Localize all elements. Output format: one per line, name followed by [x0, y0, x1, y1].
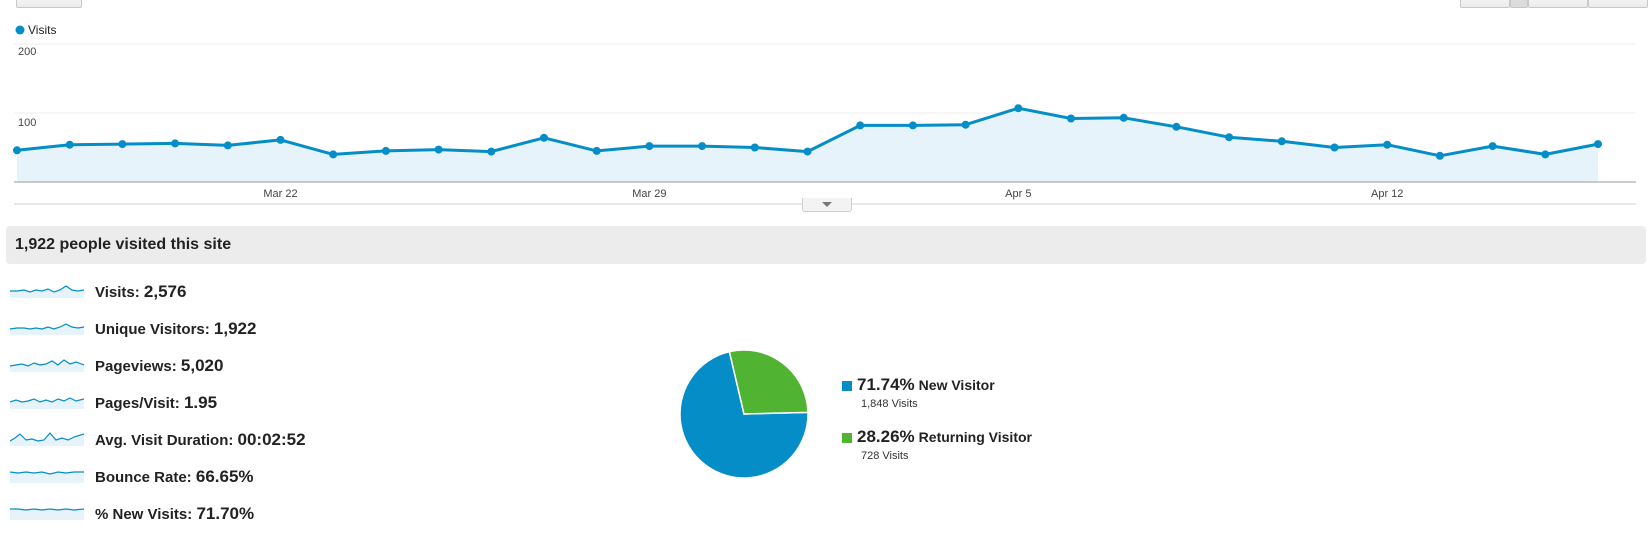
- metric-bounce-rate-text: Bounce Rate: 66.65%: [95, 467, 254, 487]
- metric-value: 00:02:52: [237, 430, 306, 449]
- metric-label: Unique Visitors:: [95, 321, 214, 338]
- metric-pageviews-text: Pageviews: 5,020: [95, 356, 223, 376]
- summary-title: 1,922 people visited this site: [15, 236, 232, 253]
- data-point[interactable]: [803, 147, 812, 156]
- x-tick-label: Mar 29: [632, 188, 666, 200]
- data-point[interactable]: [645, 142, 654, 151]
- top-left-button[interactable]: [16, 0, 82, 8]
- legend-swatch: [842, 433, 852, 443]
- data-point[interactable]: [329, 150, 338, 159]
- data-point[interactable]: [381, 146, 390, 155]
- data-point[interactable]: [1119, 113, 1128, 122]
- data-point[interactable]: [592, 146, 601, 155]
- legend-pct: 28.26% Returning Visitor: [857, 427, 1032, 447]
- data-point[interactable]: [1435, 151, 1444, 160]
- x-tick-label: Apr 12: [1371, 188, 1403, 200]
- metric-value: 66.65%: [195, 467, 254, 486]
- sparkline-icon: [10, 359, 84, 372]
- visitor-type-pie-chart: [679, 349, 809, 479]
- metric-value: 2,576: [143, 282, 187, 301]
- data-point[interactable]: [908, 121, 917, 130]
- data-point[interactable]: [13, 146, 21, 155]
- metric-label: Visits:: [95, 284, 144, 301]
- data-point[interactable]: [1383, 140, 1392, 149]
- data-point[interactable]: [1488, 142, 1497, 151]
- sparkline-icon: [10, 508, 84, 520]
- metric-value: 5,020: [180, 356, 224, 375]
- metric-avg-visit-duration[interactable]: Avg. Visit Duration: 00:02:52: [10, 425, 430, 455]
- data-point[interactable]: [171, 139, 180, 148]
- legend-swatch: [842, 381, 852, 391]
- metric-label: Pages/Visit:: [95, 395, 184, 412]
- legend-pct-value: 71.74%: [857, 375, 915, 394]
- metric-bounce-rate[interactable]: Bounce Rate: 66.65%: [10, 462, 430, 492]
- legend-visits-count: 728 Visits: [861, 450, 909, 462]
- metric-label: % New Visits:: [95, 506, 197, 523]
- data-point[interactable]: [961, 120, 970, 129]
- visits-line-chart: Visits 200 100 Mar 22 Mar 29 Apr 5 Apr 12: [13, 23, 1636, 205]
- view-button-2[interactable]: [1510, 0, 1528, 8]
- view-button-4[interactable]: [1588, 0, 1648, 8]
- legend-pct: 71.74% New Visitor: [857, 375, 995, 395]
- legend-name: Returning Visitor: [918, 429, 1032, 445]
- sparkline-icon: [10, 471, 84, 483]
- sparkline-icon: [10, 397, 84, 409]
- data-point[interactable]: [1172, 122, 1181, 131]
- legend-visits-marker: [15, 25, 25, 35]
- metric-label: Avg. Visit Duration:: [95, 432, 238, 449]
- data-point[interactable]: [65, 140, 74, 149]
- data-point[interactable]: [1067, 114, 1075, 123]
- data-point[interactable]: [434, 145, 443, 154]
- view-button-3[interactable]: [1528, 0, 1588, 8]
- metric-new-visits-text: % New Visits: 71.70%: [95, 504, 254, 524]
- visits-area: [17, 108, 1598, 182]
- legend-pct-value: 28.26%: [857, 427, 915, 446]
- metric-visits[interactable]: Visits: 2,576: [10, 277, 430, 307]
- sparkline-icon: [10, 323, 84, 335]
- data-point[interactable]: [487, 147, 496, 156]
- pie-slice-returning-visitor[interactable]: [728, 349, 809, 415]
- chevron-down-icon: [822, 202, 832, 207]
- chart-expand-handle[interactable]: [802, 198, 852, 212]
- metric-value: 71.70%: [196, 504, 255, 523]
- data-point[interactable]: [1594, 140, 1602, 149]
- data-point[interactable]: [750, 143, 759, 152]
- legend-name: New Visitor: [918, 377, 995, 393]
- metric-visits-text: Visits: 2,576: [95, 282, 186, 302]
- y-tick-label: 200: [18, 46, 36, 58]
- metric-label: Bounce Rate:: [95, 469, 196, 486]
- metric-new-visits[interactable]: % New Visits: 71.70%: [10, 499, 430, 529]
- data-point[interactable]: [540, 133, 548, 142]
- data-point[interactable]: [118, 140, 127, 149]
- data-point[interactable]: [1541, 150, 1550, 159]
- legend-visits-label: Visits: [28, 23, 56, 37]
- metric-value: 1.95: [183, 393, 218, 412]
- view-button-1[interactable]: [1460, 0, 1510, 8]
- y-tick-label: 100: [18, 117, 36, 129]
- x-tick-label: Apr 5: [1005, 188, 1031, 200]
- sparkline-icon: [10, 432, 84, 446]
- metric-pages-visit-text: Pages/Visit: 1.95: [95, 393, 217, 413]
- data-point[interactable]: [223, 141, 232, 150]
- metric-avg-visit-duration-text: Avg. Visit Duration: 00:02:52: [95, 430, 306, 450]
- metric-pageviews[interactable]: Pageviews: 5,020: [10, 351, 430, 381]
- metric-unique-visitors[interactable]: Unique Visitors: 1,922: [10, 314, 430, 344]
- data-point[interactable]: [1014, 104, 1023, 113]
- data-point[interactable]: [698, 142, 707, 151]
- sparkline-icon: [10, 285, 84, 298]
- metric-value: 1,922: [213, 319, 257, 338]
- data-point[interactable]: [276, 135, 285, 144]
- data-point[interactable]: [1277, 137, 1286, 146]
- data-point[interactable]: [856, 121, 865, 130]
- legend-visits-count: 1,848 Visits: [861, 398, 918, 410]
- x-tick-label: Mar 22: [263, 188, 297, 200]
- summary-header: 1,922 people visited this site: [6, 226, 1646, 264]
- metric-pages-visit[interactable]: Pages/Visit: 1.95: [10, 388, 430, 418]
- pie-slice-new-visitor[interactable]: [679, 350, 809, 479]
- metric-label: Pageviews:: [95, 358, 181, 375]
- data-point[interactable]: [1330, 143, 1339, 152]
- data-point[interactable]: [1225, 133, 1234, 142]
- metric-unique-visitors-text: Unique Visitors: 1,922: [95, 319, 256, 339]
